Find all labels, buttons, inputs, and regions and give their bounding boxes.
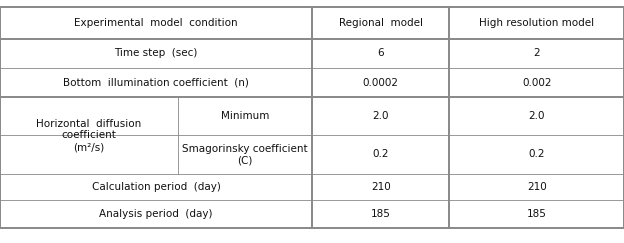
Text: 2.0: 2.0 (373, 111, 389, 121)
Text: 0.0002: 0.0002 (363, 78, 399, 88)
Text: Bottom  illumination coefficient  (n): Bottom illumination coefficient (n) (63, 78, 249, 88)
Text: Analysis period  (day): Analysis period (day) (99, 209, 213, 219)
Text: 0.002: 0.002 (522, 78, 552, 88)
Text: Smagorinsky coefficient
(C): Smagorinsky coefficient (C) (182, 144, 308, 165)
Text: 0.2: 0.2 (529, 149, 545, 159)
Text: High resolution model: High resolution model (479, 18, 594, 28)
Text: Experimental  model  condition: Experimental model condition (74, 18, 238, 28)
Text: 0.2: 0.2 (373, 149, 389, 159)
Text: Minimum: Minimum (221, 111, 269, 121)
Text: 210: 210 (527, 182, 547, 192)
Text: 2: 2 (534, 48, 540, 59)
Text: 210: 210 (371, 182, 391, 192)
Text: 2.0: 2.0 (529, 111, 545, 121)
Text: Calculation period  (day): Calculation period (day) (92, 182, 220, 192)
Text: 185: 185 (371, 209, 391, 219)
Text: 185: 185 (527, 209, 547, 219)
Text: 6: 6 (378, 48, 384, 59)
Text: Time step  (sec): Time step (sec) (114, 48, 198, 59)
Text: Horizontal  diffusion
coefficient
(m²/s): Horizontal diffusion coefficient (m²/s) (36, 119, 142, 152)
Text: Regional  model: Regional model (339, 18, 422, 28)
